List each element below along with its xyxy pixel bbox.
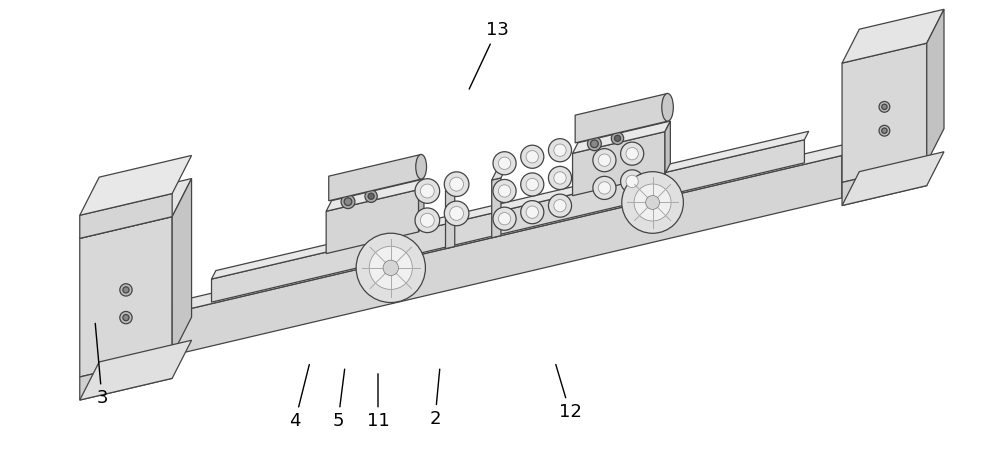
Circle shape [498,185,511,197]
Ellipse shape [662,93,673,121]
Text: 4: 4 [289,365,309,431]
Circle shape [120,311,132,324]
Ellipse shape [416,154,427,179]
Polygon shape [326,190,419,254]
Circle shape [123,287,129,293]
Circle shape [554,200,566,212]
Circle shape [598,182,611,194]
Polygon shape [492,169,505,180]
Polygon shape [80,194,172,238]
Circle shape [493,207,516,230]
Circle shape [415,208,440,233]
Circle shape [879,102,890,112]
Polygon shape [446,180,459,191]
Circle shape [521,145,544,168]
Circle shape [498,157,511,169]
Circle shape [646,196,660,209]
Polygon shape [172,155,842,355]
Polygon shape [329,154,421,201]
Polygon shape [172,144,848,313]
Circle shape [593,149,616,172]
Polygon shape [842,43,927,182]
Circle shape [548,166,572,190]
Circle shape [415,179,440,203]
Polygon shape [80,355,172,400]
Polygon shape [80,217,172,377]
Circle shape [626,147,638,160]
Polygon shape [575,93,668,143]
Circle shape [420,184,434,198]
Ellipse shape [616,104,627,132]
Circle shape [614,135,621,142]
Text: 13: 13 [469,21,508,89]
Circle shape [882,104,887,109]
Circle shape [622,172,683,233]
Polygon shape [842,9,944,63]
Circle shape [621,142,644,165]
Circle shape [621,170,644,193]
Circle shape [882,128,887,133]
Circle shape [521,173,544,196]
Text: 3: 3 [95,323,108,408]
Circle shape [548,194,572,217]
Circle shape [444,172,469,196]
Circle shape [634,184,671,221]
Polygon shape [446,189,455,249]
Circle shape [450,177,464,191]
Circle shape [611,132,624,144]
Circle shape [526,151,538,163]
Polygon shape [80,179,192,238]
Circle shape [587,137,601,151]
Polygon shape [80,155,192,215]
Polygon shape [419,179,424,232]
Circle shape [365,190,377,202]
Text: 12: 12 [556,365,581,421]
Circle shape [554,144,566,156]
Circle shape [591,140,598,147]
Circle shape [521,201,544,224]
Polygon shape [842,163,927,206]
Circle shape [356,233,425,303]
Circle shape [444,201,469,226]
Circle shape [526,178,538,191]
Circle shape [450,207,464,220]
Circle shape [493,152,516,175]
Circle shape [341,195,355,208]
Circle shape [123,315,129,321]
Text: 2: 2 [429,369,441,428]
Polygon shape [212,131,809,279]
Text: 5: 5 [332,369,345,431]
Polygon shape [842,152,944,206]
Polygon shape [842,144,848,198]
Circle shape [548,139,572,162]
Text: 11: 11 [367,374,389,431]
Polygon shape [573,131,665,196]
Circle shape [526,206,538,218]
Circle shape [493,180,516,202]
Circle shape [383,260,398,276]
Circle shape [369,246,412,289]
Circle shape [368,193,374,199]
Circle shape [344,198,352,206]
Polygon shape [927,9,944,163]
Polygon shape [212,140,804,302]
Circle shape [554,172,566,184]
Circle shape [498,213,511,225]
Circle shape [593,176,616,199]
Polygon shape [326,179,424,211]
Circle shape [879,125,890,136]
Polygon shape [492,178,501,238]
Circle shape [120,284,132,296]
Polygon shape [172,179,192,355]
Circle shape [420,213,434,227]
Polygon shape [80,340,192,400]
Circle shape [598,154,611,166]
Polygon shape [573,121,670,153]
Polygon shape [665,121,670,174]
Circle shape [626,175,638,187]
